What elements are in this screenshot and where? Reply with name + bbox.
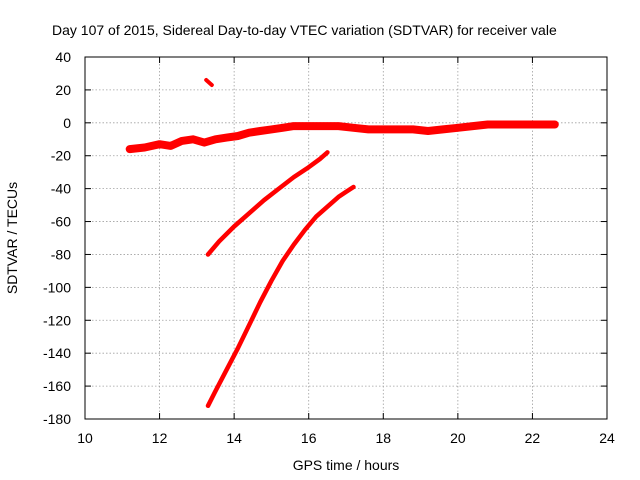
x-tick-label: 18 <box>375 430 391 446</box>
y-tick-labels: 40 20 0 -20 -40 -60 -80 -100 -120 -140 -160 -180 <box>43 49 71 427</box>
y-tick-label: 0 <box>63 115 71 131</box>
x-tick-label: 22 <box>525 430 541 446</box>
chart-title: Day 107 of 2015, Sidereal Day-to-day VTE… <box>52 22 557 38</box>
y-tick-label: -20 <box>51 148 71 164</box>
x-tick-label: 20 <box>450 430 466 446</box>
y-tick-label: -80 <box>51 246 71 262</box>
x-tick-label: 10 <box>77 430 93 446</box>
x-tick-label: 16 <box>301 430 317 446</box>
y-tick-label: -40 <box>51 181 71 197</box>
y-tick-label: -180 <box>43 411 71 427</box>
series-upper-arc <box>205 150 330 257</box>
series-lower-arc <box>205 184 356 409</box>
y-axis-label: SDTVAR / TECUs <box>4 182 20 294</box>
series-layer <box>125 78 559 409</box>
x-axis-label: GPS time / hours <box>293 457 400 473</box>
x-tick-label: 24 <box>599 430 615 446</box>
y-tick-label: 20 <box>55 82 71 98</box>
series-main-band <box>125 120 559 154</box>
y-tick-label: -100 <box>43 279 71 295</box>
y-tick-label: -140 <box>43 345 71 361</box>
y-tick-label: 40 <box>55 49 71 65</box>
series-outlier <box>204 78 214 87</box>
ticks <box>84 56 608 420</box>
y-tick-label: -120 <box>43 312 71 328</box>
plot-frame <box>84 56 608 420</box>
x-tick-label: 12 <box>152 430 168 446</box>
x-tick-label: 14 <box>226 430 242 446</box>
y-tick-label: -160 <box>43 378 71 394</box>
grid <box>85 57 607 419</box>
x-tick-labels: 10 12 14 16 18 20 22 24 <box>77 430 615 446</box>
y-tick-label: -60 <box>51 214 71 230</box>
